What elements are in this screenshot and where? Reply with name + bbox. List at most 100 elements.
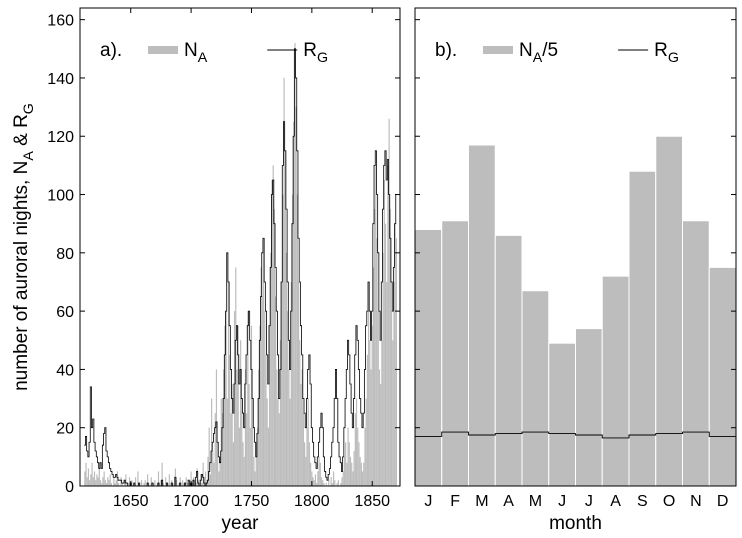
bar xyxy=(110,483,112,486)
bar xyxy=(131,480,133,486)
bar xyxy=(153,483,155,486)
bar xyxy=(109,474,111,486)
bar xyxy=(337,480,340,486)
bar xyxy=(134,477,137,486)
bar xyxy=(107,477,109,486)
bar xyxy=(218,471,220,486)
y-tick-label: 60 xyxy=(56,304,74,321)
bar xyxy=(150,477,152,486)
bar xyxy=(317,471,319,486)
bar xyxy=(247,311,249,486)
bar xyxy=(352,471,354,486)
bar xyxy=(392,340,394,486)
bar xyxy=(312,477,314,486)
bar xyxy=(348,442,350,486)
bar xyxy=(211,398,213,486)
bar xyxy=(378,369,381,486)
bar xyxy=(310,462,312,486)
bar xyxy=(272,165,274,486)
bar xyxy=(86,477,88,486)
bar xyxy=(262,252,265,486)
bar xyxy=(371,325,373,486)
bar xyxy=(98,468,100,486)
bar xyxy=(138,483,140,486)
plot-frame xyxy=(79,7,401,487)
x-tick-label: A xyxy=(503,493,514,510)
bar xyxy=(249,427,251,486)
bar xyxy=(178,483,180,486)
bar xyxy=(359,456,361,486)
bar xyxy=(358,442,360,486)
legend-label: RG xyxy=(303,40,328,66)
bar xyxy=(349,456,352,486)
bar xyxy=(347,427,349,486)
bar xyxy=(266,398,268,486)
bar xyxy=(301,369,303,486)
bar xyxy=(201,483,203,486)
subscript: G xyxy=(21,103,37,114)
bar xyxy=(102,477,104,486)
bar xyxy=(375,165,377,486)
bar xyxy=(225,311,227,486)
bar xyxy=(147,474,149,486)
x-tick-label: J xyxy=(585,493,593,510)
bar xyxy=(143,483,145,486)
bar xyxy=(224,325,226,486)
bar xyxy=(95,480,97,486)
plot-frame xyxy=(414,7,737,487)
step-line xyxy=(415,431,736,439)
bar xyxy=(330,477,332,486)
x-tick-label: J xyxy=(558,493,566,510)
bar xyxy=(365,398,367,486)
bar xyxy=(279,340,282,486)
x-axis-label: month xyxy=(549,513,602,534)
bar xyxy=(390,311,393,486)
bar xyxy=(118,483,120,486)
x-tick-label: D xyxy=(717,493,729,510)
bar xyxy=(304,442,306,486)
bar xyxy=(265,354,267,486)
bar xyxy=(342,471,344,486)
bar xyxy=(655,135,683,486)
x-tick-label: 1800 xyxy=(294,493,330,510)
bar xyxy=(209,474,212,486)
bar xyxy=(267,427,269,486)
bar xyxy=(290,281,292,486)
subscript: G xyxy=(317,50,328,66)
bar xyxy=(217,442,219,486)
bar xyxy=(287,311,289,486)
bar xyxy=(322,480,324,486)
bar xyxy=(357,427,359,486)
bar xyxy=(363,462,365,486)
bar xyxy=(191,483,193,486)
bar xyxy=(258,369,260,486)
bar xyxy=(261,296,263,486)
bar xyxy=(223,369,225,486)
bar xyxy=(382,252,384,486)
bar xyxy=(125,474,127,486)
x-tick-label: M xyxy=(529,493,542,510)
bar xyxy=(372,267,375,486)
bar xyxy=(277,398,279,486)
bar xyxy=(168,474,170,486)
subscript: A xyxy=(21,151,37,161)
bar xyxy=(93,471,96,486)
x-tick-label: 1750 xyxy=(234,493,270,510)
bar xyxy=(202,462,204,486)
panel-label: a). xyxy=(100,40,122,61)
bar xyxy=(108,480,110,486)
bar xyxy=(368,311,370,486)
x-tick-label: 1850 xyxy=(354,493,390,510)
bar xyxy=(376,238,378,486)
bar xyxy=(89,480,91,486)
text-part: R xyxy=(654,40,668,61)
bar xyxy=(121,483,123,486)
bar xyxy=(275,296,277,486)
bar xyxy=(182,480,184,486)
bar xyxy=(256,427,259,486)
x-tick-label: A xyxy=(610,493,621,510)
subscript: G xyxy=(668,50,679,66)
bar xyxy=(190,471,192,486)
bar xyxy=(221,413,224,486)
bar xyxy=(212,451,214,486)
